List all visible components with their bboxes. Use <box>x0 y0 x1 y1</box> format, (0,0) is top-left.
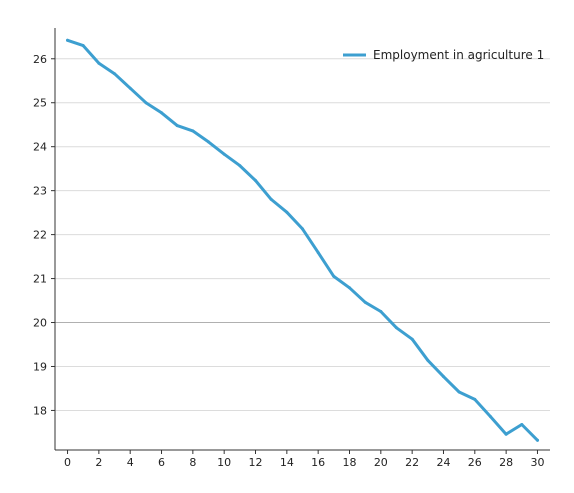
grid-lines <box>55 58 550 411</box>
x-tick-label: 4 <box>127 456 134 469</box>
data-point <box>175 124 179 128</box>
data-point <box>520 423 524 426</box>
data-point <box>285 210 289 214</box>
series-group <box>66 38 539 442</box>
legend-label: Employment in agriculture 1 <box>373 48 544 62</box>
x-tick-label: 16 <box>311 456 325 469</box>
axes <box>54 28 550 451</box>
data-point <box>238 164 242 168</box>
y-tick-label: 26 <box>33 53 47 66</box>
y-tick-label: 19 <box>33 360 47 373</box>
data-point <box>457 390 461 394</box>
data-point <box>128 86 132 90</box>
x-tick-label: 22 <box>405 456 419 469</box>
data-point <box>426 358 430 362</box>
x-tick-label: 18 <box>342 456 356 469</box>
data-point <box>66 38 69 42</box>
y-tick-label: 18 <box>33 404 47 417</box>
y-tick-label: 22 <box>33 229 47 242</box>
x-tick-label: 10 <box>217 456 231 469</box>
data-point <box>473 397 477 401</box>
data-point <box>191 129 195 133</box>
data-point <box>504 432 508 436</box>
data-point <box>207 140 210 144</box>
x-tick-label: 30 <box>530 456 544 469</box>
data-point <box>81 44 85 48</box>
data-point <box>395 326 398 330</box>
y-tick-label: 20 <box>33 317 47 330</box>
x-tick-label: 6 <box>158 456 165 469</box>
data-point <box>410 337 414 341</box>
legend: Employment in agriculture 1 <box>343 48 544 62</box>
data-point <box>536 438 539 442</box>
data-point <box>97 61 101 65</box>
y-tick-label: 24 <box>33 141 47 154</box>
x-tick-label: 20 <box>374 456 388 469</box>
data-point <box>316 251 320 255</box>
data-point <box>442 375 445 379</box>
data-point <box>160 111 163 115</box>
x-tick-label: 8 <box>189 456 196 469</box>
x-tick-label: 2 <box>95 456 102 469</box>
x-tick-label: 14 <box>280 456 294 469</box>
data-point <box>363 300 367 304</box>
x-tick-label: 26 <box>468 456 482 469</box>
y-tick-label: 21 <box>33 273 47 286</box>
x-tick-label: 0 <box>64 456 71 469</box>
data-point <box>113 72 116 76</box>
series-line <box>66 38 539 442</box>
y-tick-label: 25 <box>33 97 47 110</box>
data-point <box>144 101 148 105</box>
data-point <box>222 152 226 156</box>
x-tick-label: 28 <box>499 456 513 469</box>
data-point <box>254 179 257 182</box>
data-point <box>332 274 336 278</box>
data-point <box>379 310 383 313</box>
y-tick-label: 23 <box>33 185 47 198</box>
x-tick-label: 24 <box>436 456 450 469</box>
x-tick-label: 12 <box>249 456 263 469</box>
data-point <box>489 415 492 419</box>
data-point <box>301 227 304 231</box>
data-point <box>269 197 273 201</box>
data-point <box>348 286 351 290</box>
